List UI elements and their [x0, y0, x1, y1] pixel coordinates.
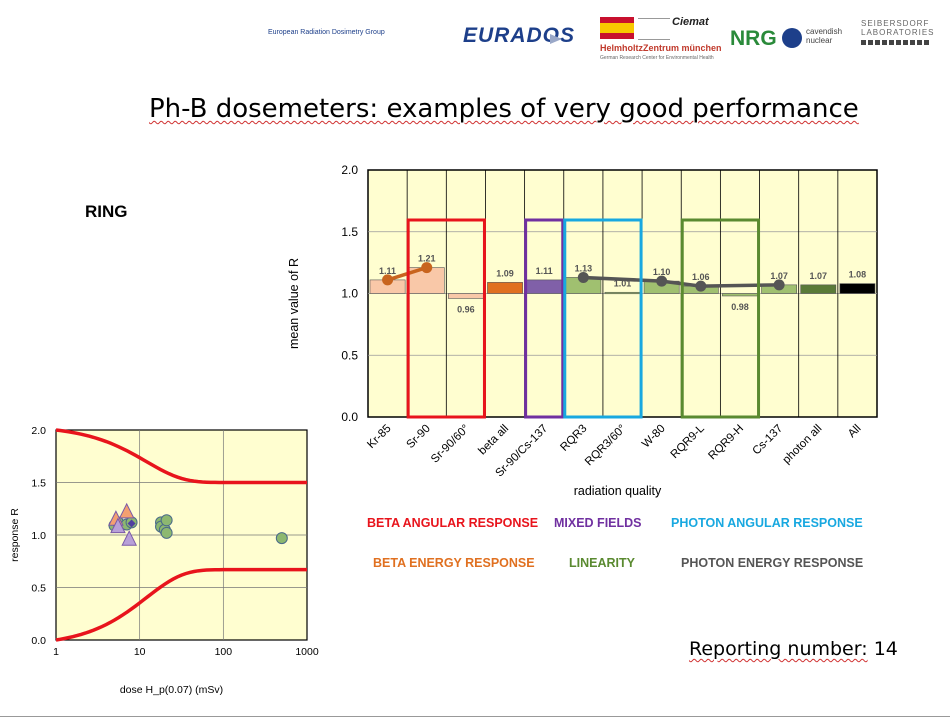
y-tick-label: 0.5 — [31, 583, 46, 595]
y-axis-label: mean value of R — [287, 258, 301, 349]
scatter-chart: 0.0 0.5 1.0 1.5 2.0 1 10 100 1000 dose H_p(0.07) … — [9, 425, 319, 696]
diamond-point — [127, 519, 136, 528]
data-label: 1.09 — [496, 268, 514, 278]
circle-point — [160, 526, 173, 539]
data-label: 0.96 — [457, 304, 475, 314]
helmholtz-logo: HelmholtzZentrum münchen — [600, 43, 722, 53]
spain-flag-icon — [600, 17, 634, 39]
x-tick-label: 1000 — [295, 646, 319, 658]
data-label: 1.13 — [575, 263, 593, 273]
y-tick-label: 2.0 — [31, 425, 46, 437]
x-tick-label: W-80 — [640, 423, 668, 451]
footer-divider — [0, 716, 950, 717]
legend-beta-angular: BETA ANGULAR RESPONSE — [367, 516, 539, 530]
data-label: 1.10 — [653, 267, 671, 277]
y-tick-label: 0.0 — [341, 410, 358, 424]
bar — [526, 279, 563, 294]
cavendish-logo: cavendish nuclear — [806, 27, 843, 45]
y-tick-label: 1.0 — [31, 530, 46, 542]
y-tick-label: 1.5 — [31, 478, 46, 490]
legend-photon-energy: PHOTON ENERGY RESPONSE — [681, 556, 864, 570]
legend-photon-angular: PHOTON ANGULAR RESPONSE — [671, 516, 863, 530]
bar — [448, 293, 484, 299]
data-label: 1.07 — [810, 271, 828, 281]
data-label: 1.21 — [418, 254, 436, 264]
triangle-point-purple — [110, 517, 126, 534]
x-tick-label: Sr-90 — [404, 423, 432, 451]
y-tick-label: 1.0 — [341, 287, 358, 301]
x-tick-label: photon all — [781, 423, 825, 467]
x-axis-label: radiation quality — [574, 484, 662, 498]
data-label: 1.11 — [536, 266, 553, 276]
bar — [839, 283, 876, 294]
bar — [800, 284, 837, 294]
group-box — [524, 218, 565, 419]
circle-point — [275, 532, 288, 545]
data-label: 1.07 — [770, 271, 788, 281]
x-tick-label: 100 — [215, 646, 233, 658]
bar — [604, 291, 641, 295]
series-point — [695, 280, 707, 292]
group-box — [406, 218, 486, 419]
data-label: 0.98 — [731, 302, 749, 312]
helmholtz-subtitle: German Research Center for Environmental… — [600, 55, 714, 61]
lower-limit-curve — [55, 567, 307, 642]
x-tick-label: Sr-90/60° — [429, 423, 472, 466]
series-point — [656, 275, 668, 287]
data-label: 1.11 — [379, 266, 396, 276]
series-point — [382, 274, 394, 286]
upper-limit-curve — [55, 428, 307, 485]
seibersdorf-stripes — [861, 40, 929, 45]
ministry-logo — [638, 18, 670, 40]
series-point — [577, 271, 589, 283]
reporting-number: Reporting number: 14 — [689, 638, 898, 660]
y-tick-label: 0.5 — [341, 348, 358, 362]
data-label: 1.06 — [692, 272, 710, 282]
eurados-logo: EURADOS — [463, 24, 576, 47]
x-tick-label: Cs-137 — [751, 423, 786, 458]
legend-beta-energy: BETA ENERGY RESPONSE — [373, 556, 535, 570]
seibersdorf-logo: SEIBERSDORF LABORATORIES — [861, 19, 935, 37]
legend-linearity: LINEARITY — [569, 556, 635, 570]
legend-mixed-fields: MIXED FIELDS — [554, 516, 642, 530]
data-label: 1.01 — [614, 278, 632, 288]
circle-point — [160, 514, 173, 527]
x-tick-label: 10 — [134, 646, 146, 658]
series-point — [773, 279, 785, 291]
bar — [722, 293, 758, 297]
x-tick-label: RQR3 — [558, 423, 589, 454]
x-tick-label: RQR9-H — [706, 423, 746, 463]
ciemat-logo: Ciemat — [672, 16, 709, 28]
eurados-arrow-icon — [550, 34, 562, 44]
page-title: Ph-B dosemeters: examples of very good p… — [149, 94, 859, 124]
x-tick-label: 1 — [53, 646, 59, 658]
x-tick-label: RQR3/60° — [583, 423, 629, 469]
series-point — [421, 262, 433, 274]
x-tick-label: RQR9-L — [669, 422, 708, 461]
group-box — [563, 218, 643, 419]
eurados-subtitle: European Radiation Dosimetry Group — [268, 29, 385, 36]
nrg-logo: NRG — [730, 27, 777, 50]
y-axis-label: response R — [9, 508, 21, 562]
x-tick-label: All — [846, 423, 864, 441]
x-tick-label: beta all — [476, 423, 511, 458]
x-tick-label: Kr-85 — [365, 423, 393, 451]
group-box — [680, 218, 761, 419]
triangle-point-orange — [118, 502, 135, 519]
data-label: 1.08 — [849, 270, 867, 280]
triangle-point-purple — [121, 530, 138, 546]
bar — [487, 282, 523, 294]
bar-chart: 0.0 0.5 1.0 1.5 2.0 1.11 1.21 0.96 1.09 1.11 1.13 1… — [287, 163, 878, 498]
x-axis-label: dose H_p(0.07) (mSv) — [120, 684, 223, 696]
y-tick-label: 0.0 — [31, 635, 46, 647]
cavendish-globe-icon — [782, 28, 802, 48]
y-tick-label: 2.0 — [341, 163, 358, 177]
ring-label: RING — [85, 202, 128, 221]
y-tick-label: 1.5 — [341, 225, 358, 239]
